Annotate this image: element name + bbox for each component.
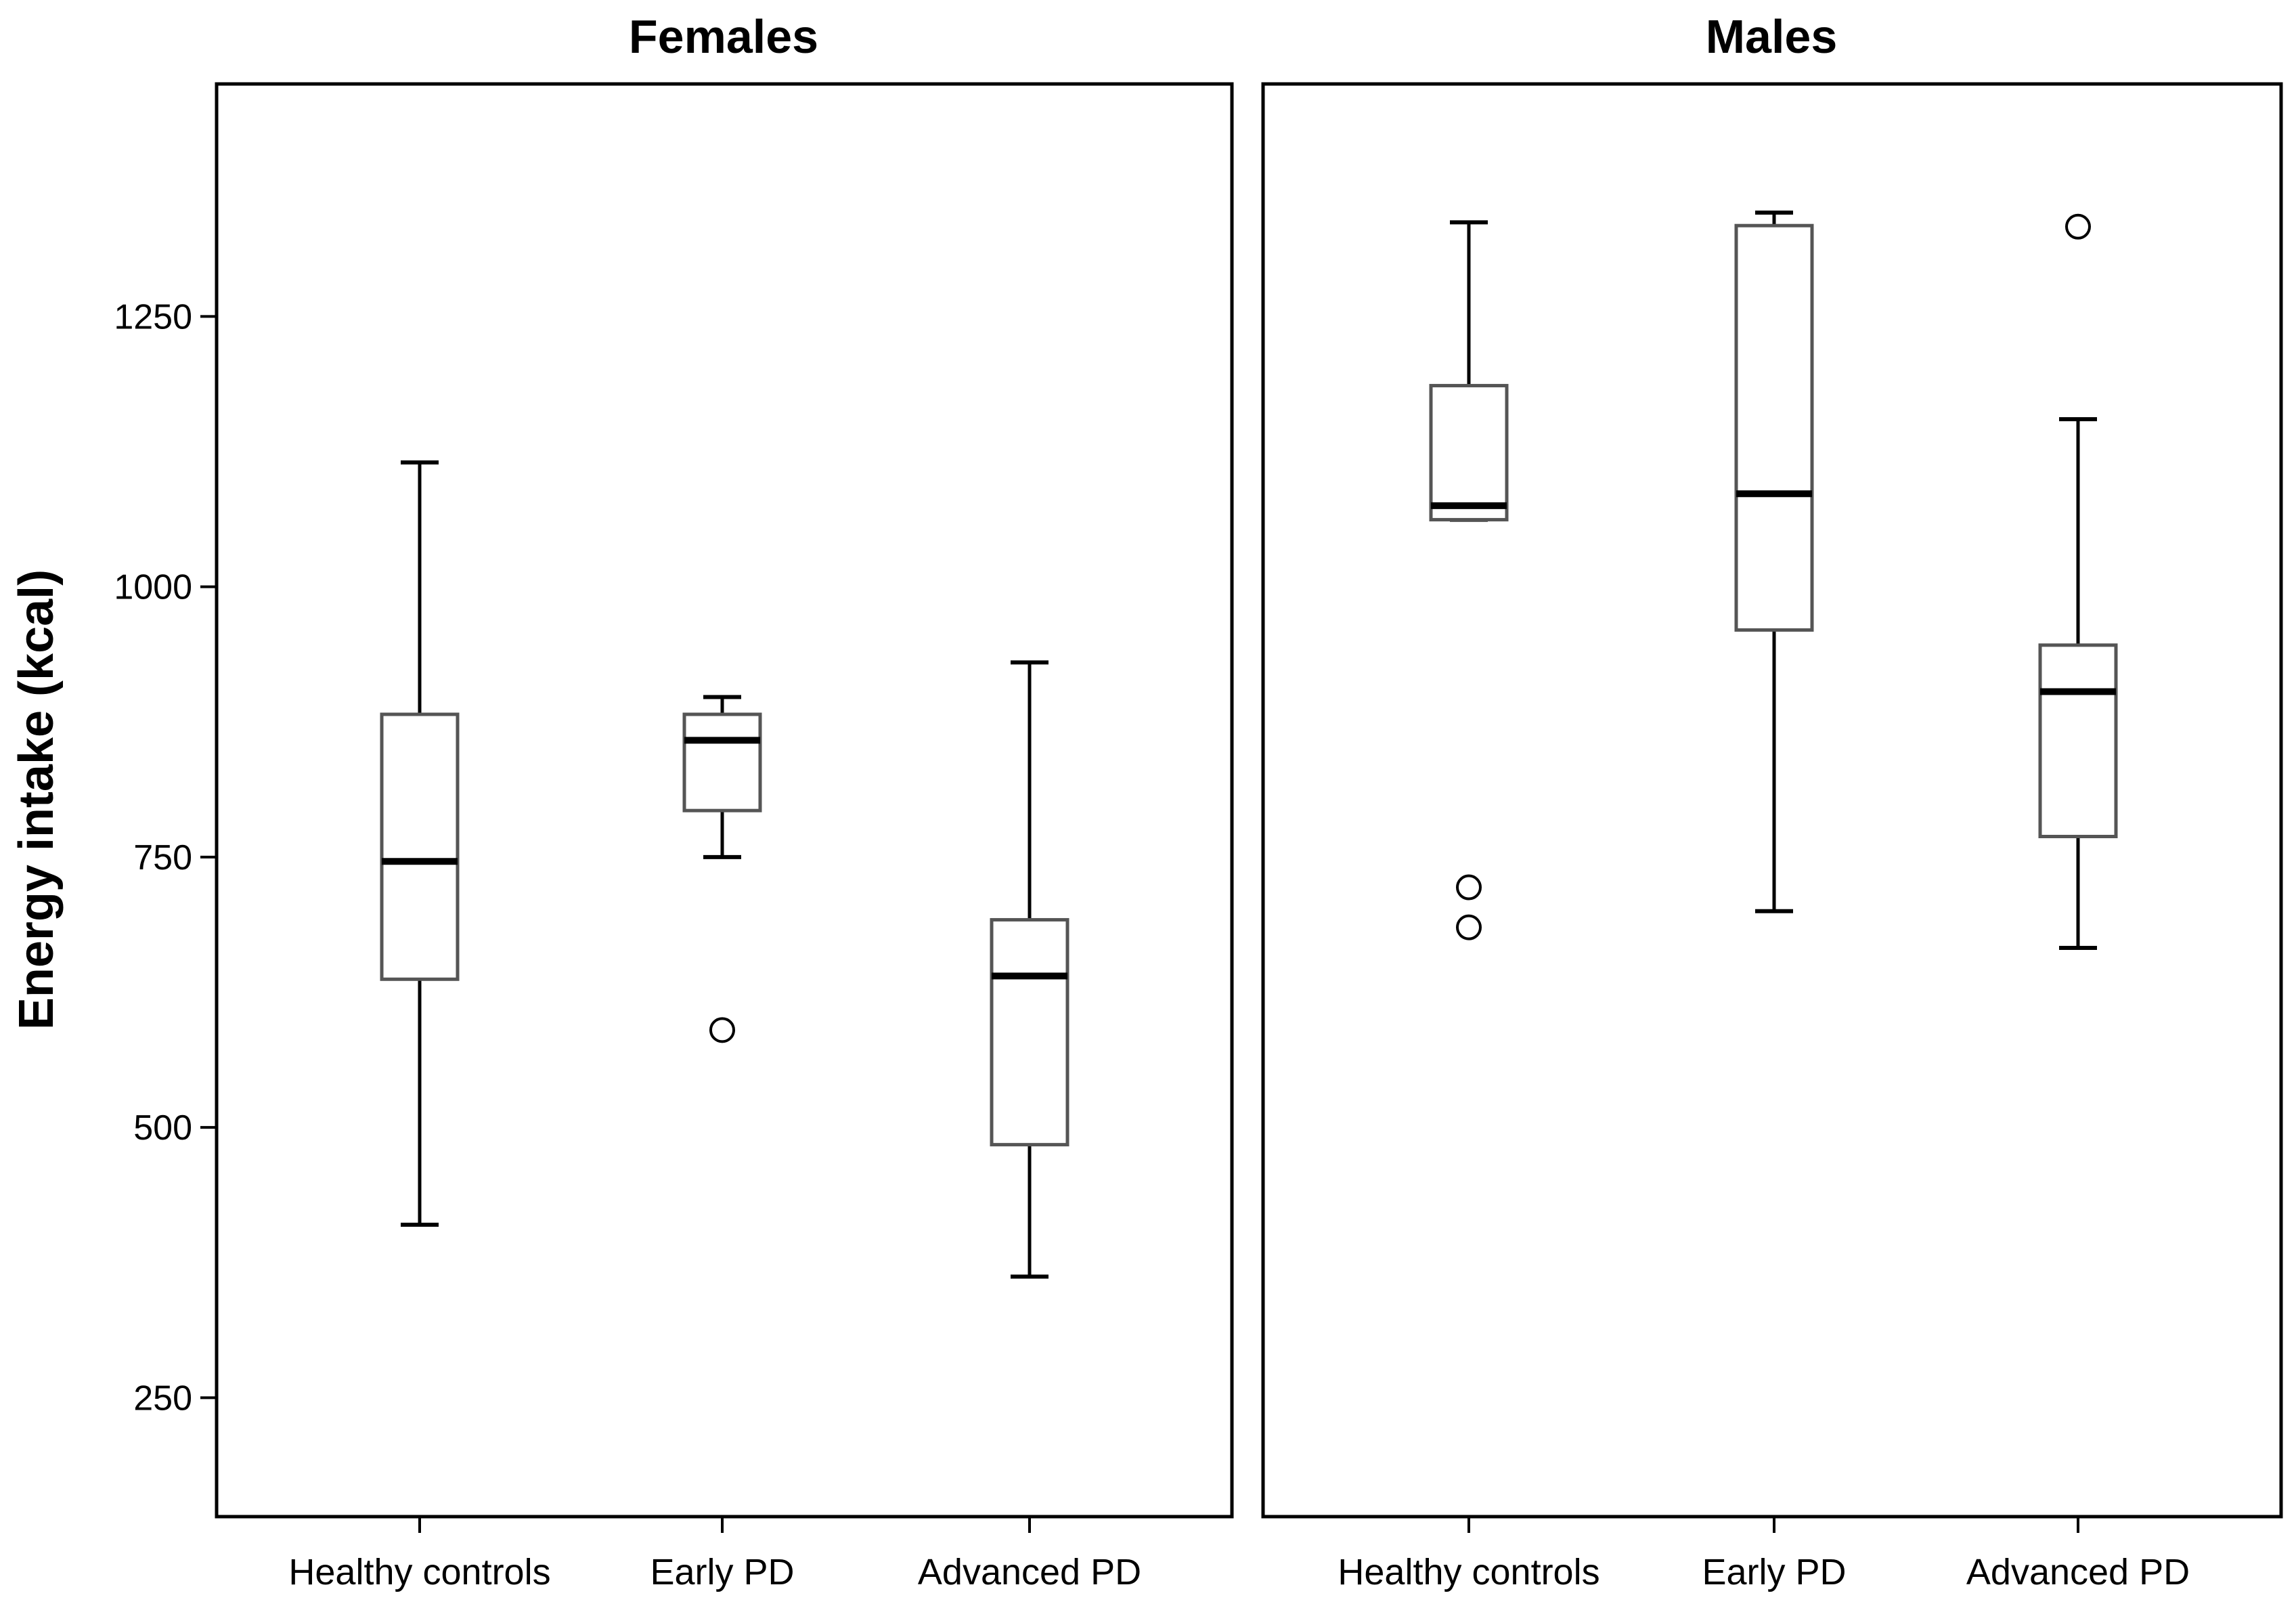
outlier-point xyxy=(709,1017,735,1043)
y-axis-label: Energy intake (kcal) xyxy=(9,569,64,1030)
box-iqr xyxy=(1734,223,1814,632)
box-early-pd xyxy=(682,695,762,1043)
box-iqr xyxy=(1429,384,1509,522)
box-iqr xyxy=(990,917,1069,1147)
boxes-females xyxy=(380,460,1069,1279)
x-tick-label: Early PD xyxy=(1702,1552,1846,1592)
panel-title-males: Males xyxy=(1706,10,1838,63)
y-tick-label: 500 xyxy=(133,1108,192,1148)
panel-males: Males Healthy controls Early PD Advanced P… xyxy=(1261,10,2283,1592)
x-tick-label: Healthy controls xyxy=(1338,1552,1599,1592)
y-axis: 250 500 750 1000 1250 xyxy=(114,297,217,1418)
panel-title-females: Females xyxy=(629,10,818,63)
outlier-point xyxy=(1456,914,1482,940)
y-tick-label: 1250 xyxy=(114,297,192,337)
box-advanced-pd xyxy=(990,660,1069,1279)
x-tick-label: Early PD xyxy=(650,1552,794,1592)
box-iqr xyxy=(380,712,460,981)
boxes-males xyxy=(1429,211,2118,950)
plot-frame-males xyxy=(1261,82,2283,1519)
x-tick-label: Advanced PD xyxy=(1966,1552,2190,1592)
x-tick-label: Healthy controls xyxy=(288,1552,550,1592)
box-healthy-controls xyxy=(380,460,460,1227)
outlier-point xyxy=(1456,874,1482,900)
x-tick-label: Advanced PD xyxy=(918,1552,1141,1592)
plot-frame-females xyxy=(215,82,1234,1519)
y-tick-label: 250 xyxy=(133,1379,192,1418)
box-advanced-pd xyxy=(2038,213,2118,950)
y-tick-label: 1000 xyxy=(114,568,192,607)
outlier-point xyxy=(2065,213,2091,240)
box-iqr xyxy=(2038,643,2118,838)
box-iqr xyxy=(682,712,762,812)
y-tick-label: 750 xyxy=(133,838,192,877)
box-early-pd xyxy=(1734,211,1814,913)
panel-females: Females Healthy controls Early PD Advanced… xyxy=(215,10,1234,1592)
x-axis-females: Healthy controls Early PD Advanced PD xyxy=(288,1517,1141,1592)
box-healthy-controls xyxy=(1429,220,1509,940)
x-axis-males: Healthy controls Early PD Advanced PD xyxy=(1338,1517,2190,1592)
